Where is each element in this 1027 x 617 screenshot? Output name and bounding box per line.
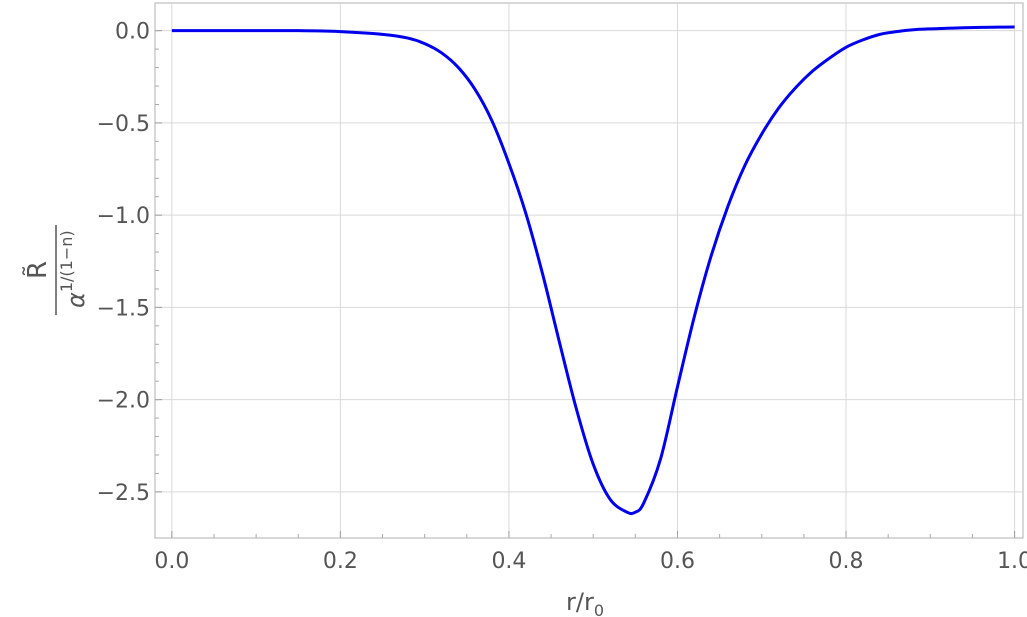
y-axis-label-denominator-base: α [62, 292, 90, 308]
x-tick-label: 0.6 [660, 549, 695, 574]
y-axis-label-numerator: R̃ [21, 261, 53, 279]
y-tick-label: −1.0 [97, 204, 150, 229]
series-line [171, 25, 1015, 516]
x-axis-label-base: r/r [566, 588, 594, 616]
y-tick-label: −1.5 [97, 296, 150, 321]
series-group [171, 25, 1015, 516]
x-axis-label: r/r0 [566, 588, 604, 617]
y-axis-label-denominator: α1/(1−n) [57, 230, 90, 308]
y-tick-label: −2.0 [97, 389, 150, 414]
y-tick-label: −0.5 [97, 112, 150, 137]
grid [155, 3, 1023, 538]
y-axis-label: R̃ α1/(1−n) [21, 225, 90, 315]
axis-ticks [155, 30, 1016, 538]
y-tick-label: 0.0 [115, 20, 150, 45]
x-tick-label: 0.4 [491, 549, 526, 574]
x-tick-label: 0.8 [829, 549, 864, 574]
tick-labels: 0.0 0.2 0.4 0.6 0.8 1.0 0.0 −0.5 −1.0 −1.5 −2.0 −2.… [97, 20, 1027, 574]
x-tick-label: 0.0 [154, 549, 189, 574]
y-axis-label-denominator-exponent: 1/(1−n) [57, 230, 76, 292]
x-tick-label: 0.2 [323, 549, 358, 574]
y-tick-label: −2.5 [97, 481, 150, 506]
x-axis-label-subscript: 0 [594, 601, 604, 617]
x-tick-label: 1.0 [997, 549, 1027, 574]
plot-frame [154, 2, 1024, 539]
